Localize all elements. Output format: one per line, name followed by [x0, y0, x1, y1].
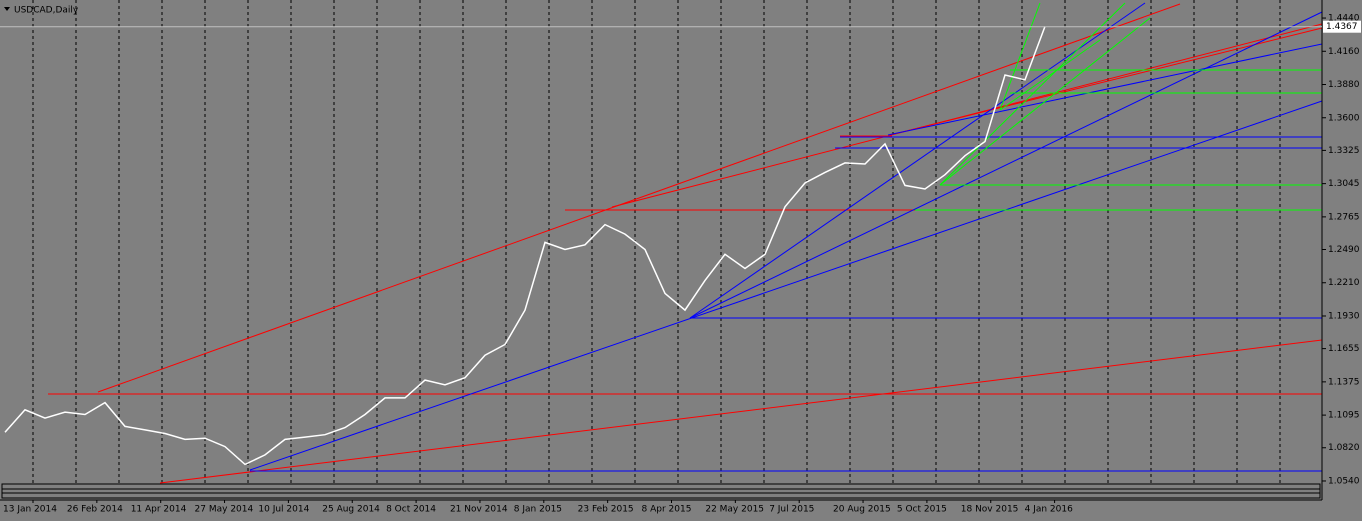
blue-trend [689, 2, 1146, 319]
current-price-label: 1.4367 [1326, 22, 1358, 32]
y-tick-label: 1.0820 [1328, 443, 1360, 453]
x-tick-label: 7 Jul 2015 [769, 505, 814, 515]
green-fan [939, 2, 1126, 186]
y-tick-label: 1.4160 [1328, 47, 1360, 57]
x-tick-label: 10 Jul 2014 [258, 505, 309, 515]
red-trend [889, 27, 1323, 136]
blue-trend [249, 100, 1323, 471]
y-tick-label: 1.3045 [1328, 179, 1360, 189]
x-tick-label: 5 Oct 2015 [897, 505, 947, 515]
x-tick-label: 8 Jan 2015 [514, 505, 562, 515]
red-trend [159, 339, 1323, 484]
x-tick-label: 23 Feb 2015 [578, 505, 634, 515]
price-line [4, 26, 1046, 466]
y-tick-label: 1.2765 [1328, 212, 1360, 222]
y-tick-label: 1.0540 [1328, 476, 1360, 486]
y-tick-label: 1.1930 [1328, 311, 1360, 321]
y-tick-label: 1.1095 [1328, 411, 1360, 421]
y-tick-label: 1.3325 [1328, 146, 1360, 156]
blue-trend [887, 43, 1323, 136]
x-tick-label: 11 Apr 2014 [131, 505, 187, 515]
x-tick-label: 25 Aug 2014 [322, 505, 380, 515]
y-tick-label: 1.3600 [1328, 113, 1360, 123]
x-tick-label: 4 Jan 2016 [1025, 505, 1073, 515]
green-fan [999, 2, 1041, 111]
y-tick-label: 1.4440 [1328, 14, 1360, 24]
y-tick-label: 1.1375 [1328, 377, 1360, 387]
chart-title: USDCAD,Daily [14, 6, 79, 16]
x-tick-label: 26 Feb 2014 [67, 505, 123, 515]
blue-trend [689, 11, 1323, 319]
green-fan [939, 17, 1151, 186]
y-tick-label: 1.3880 [1328, 80, 1360, 90]
x-tick-label: 18 Nov 2015 [961, 505, 1019, 515]
y-tick-label: 1.2490 [1328, 245, 1360, 255]
x-tick-label: 21 Nov 2014 [450, 505, 508, 515]
menu-arrow[interactable] [4, 7, 10, 11]
x-tick-label: 27 May 2014 [195, 505, 254, 515]
price-axis [1322, 0, 1362, 521]
green-fan [999, 39, 1101, 111]
x-tick-label: 22 May 2015 [705, 505, 764, 515]
x-tick-label: 13 Jan 2014 [3, 505, 57, 515]
trend-lines [48, 2, 1323, 484]
x-tick-label: 8 Oct 2014 [386, 505, 436, 515]
y-tick-label: 1.2210 [1328, 278, 1360, 288]
x-tick-label: 8 Apr 2015 [642, 505, 692, 515]
axis-labels: 1.4440 1.4160 1.3880 1.3600 1.3325 1.3045 1.27… [0, 14, 1361, 515]
current-price-box [1323, 20, 1361, 33]
y-tick-label: 1.1655 [1328, 344, 1360, 354]
x-tick-label: 20 Aug 2015 [833, 505, 891, 515]
scroll-strip [1, 483, 1321, 499]
price-plot [4, 26, 1046, 466]
red-trend [97, 3, 1181, 393]
